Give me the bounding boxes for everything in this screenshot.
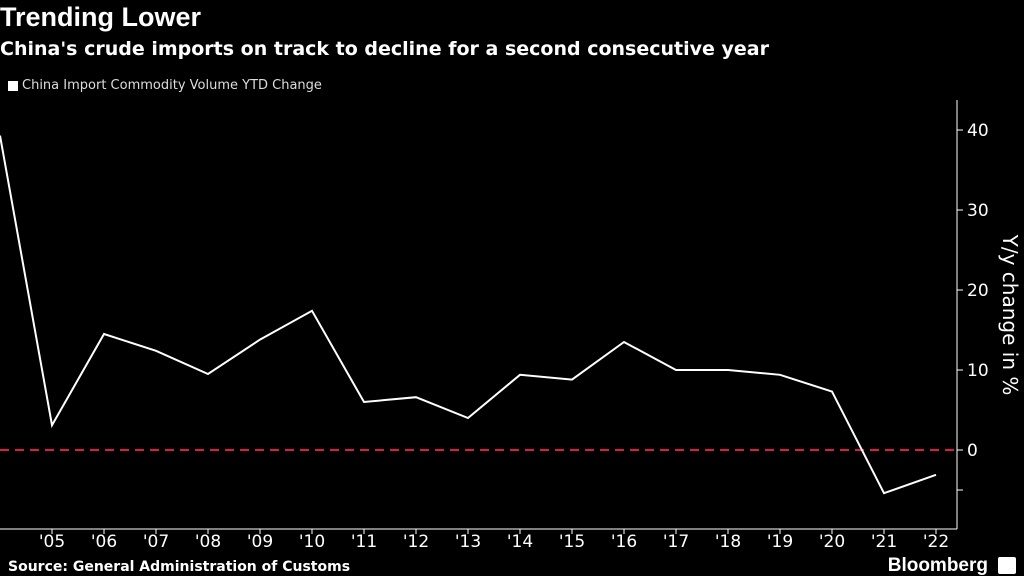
x-tick-label: '14 — [507, 532, 533, 552]
legend: China Import Commodity Volume YTD Change — [8, 78, 322, 94]
chart-subtitle: China's crude imports on track to declin… — [0, 38, 769, 60]
y-axis-label: Y/y change in % — [998, 234, 1022, 396]
x-tick-label: '07 — [143, 532, 169, 552]
x-tick-label: '12 — [403, 532, 429, 552]
chart-title: Trending Lower — [0, 2, 202, 32]
x-tick-label: '21 — [871, 532, 897, 552]
y-tick-label: 20 — [967, 281, 989, 301]
x-tick-label: '17 — [663, 532, 689, 552]
x-tick-label: '06 — [91, 532, 117, 552]
x-tick-label: '18 — [715, 532, 741, 552]
y-tick-label: 0 — [967, 441, 978, 461]
x-tick-label: '22 — [923, 532, 949, 552]
source-note: Source: General Administration of Custom… — [8, 559, 351, 575]
series-line — [0, 135, 937, 495]
x-tick-label: '05 — [39, 532, 65, 552]
y-tick-label: 30 — [967, 201, 989, 221]
x-tick-label: '20 — [819, 532, 845, 552]
x-tick-label: '08 — [195, 532, 221, 552]
bloomberg-logo: Bloomberg — [887, 555, 988, 576]
x-tick-label: '09 — [247, 532, 273, 552]
x-tick-label: '13 — [455, 532, 481, 552]
x-tick-label: '11 — [351, 532, 377, 552]
legend-label: China Import Commodity Volume YTD Change — [22, 78, 322, 93]
x-tick-label: '15 — [559, 532, 585, 552]
x-tick-label: '19 — [767, 532, 793, 552]
y-tick-label: 40 — [967, 121, 989, 141]
x-tick-label: '16 — [611, 532, 637, 552]
legend-swatch — [8, 81, 18, 91]
y-tick-label: 10 — [967, 361, 989, 381]
x-tick-label: '10 — [299, 532, 325, 552]
bloomberg-chart-icon — [998, 557, 1016, 574]
